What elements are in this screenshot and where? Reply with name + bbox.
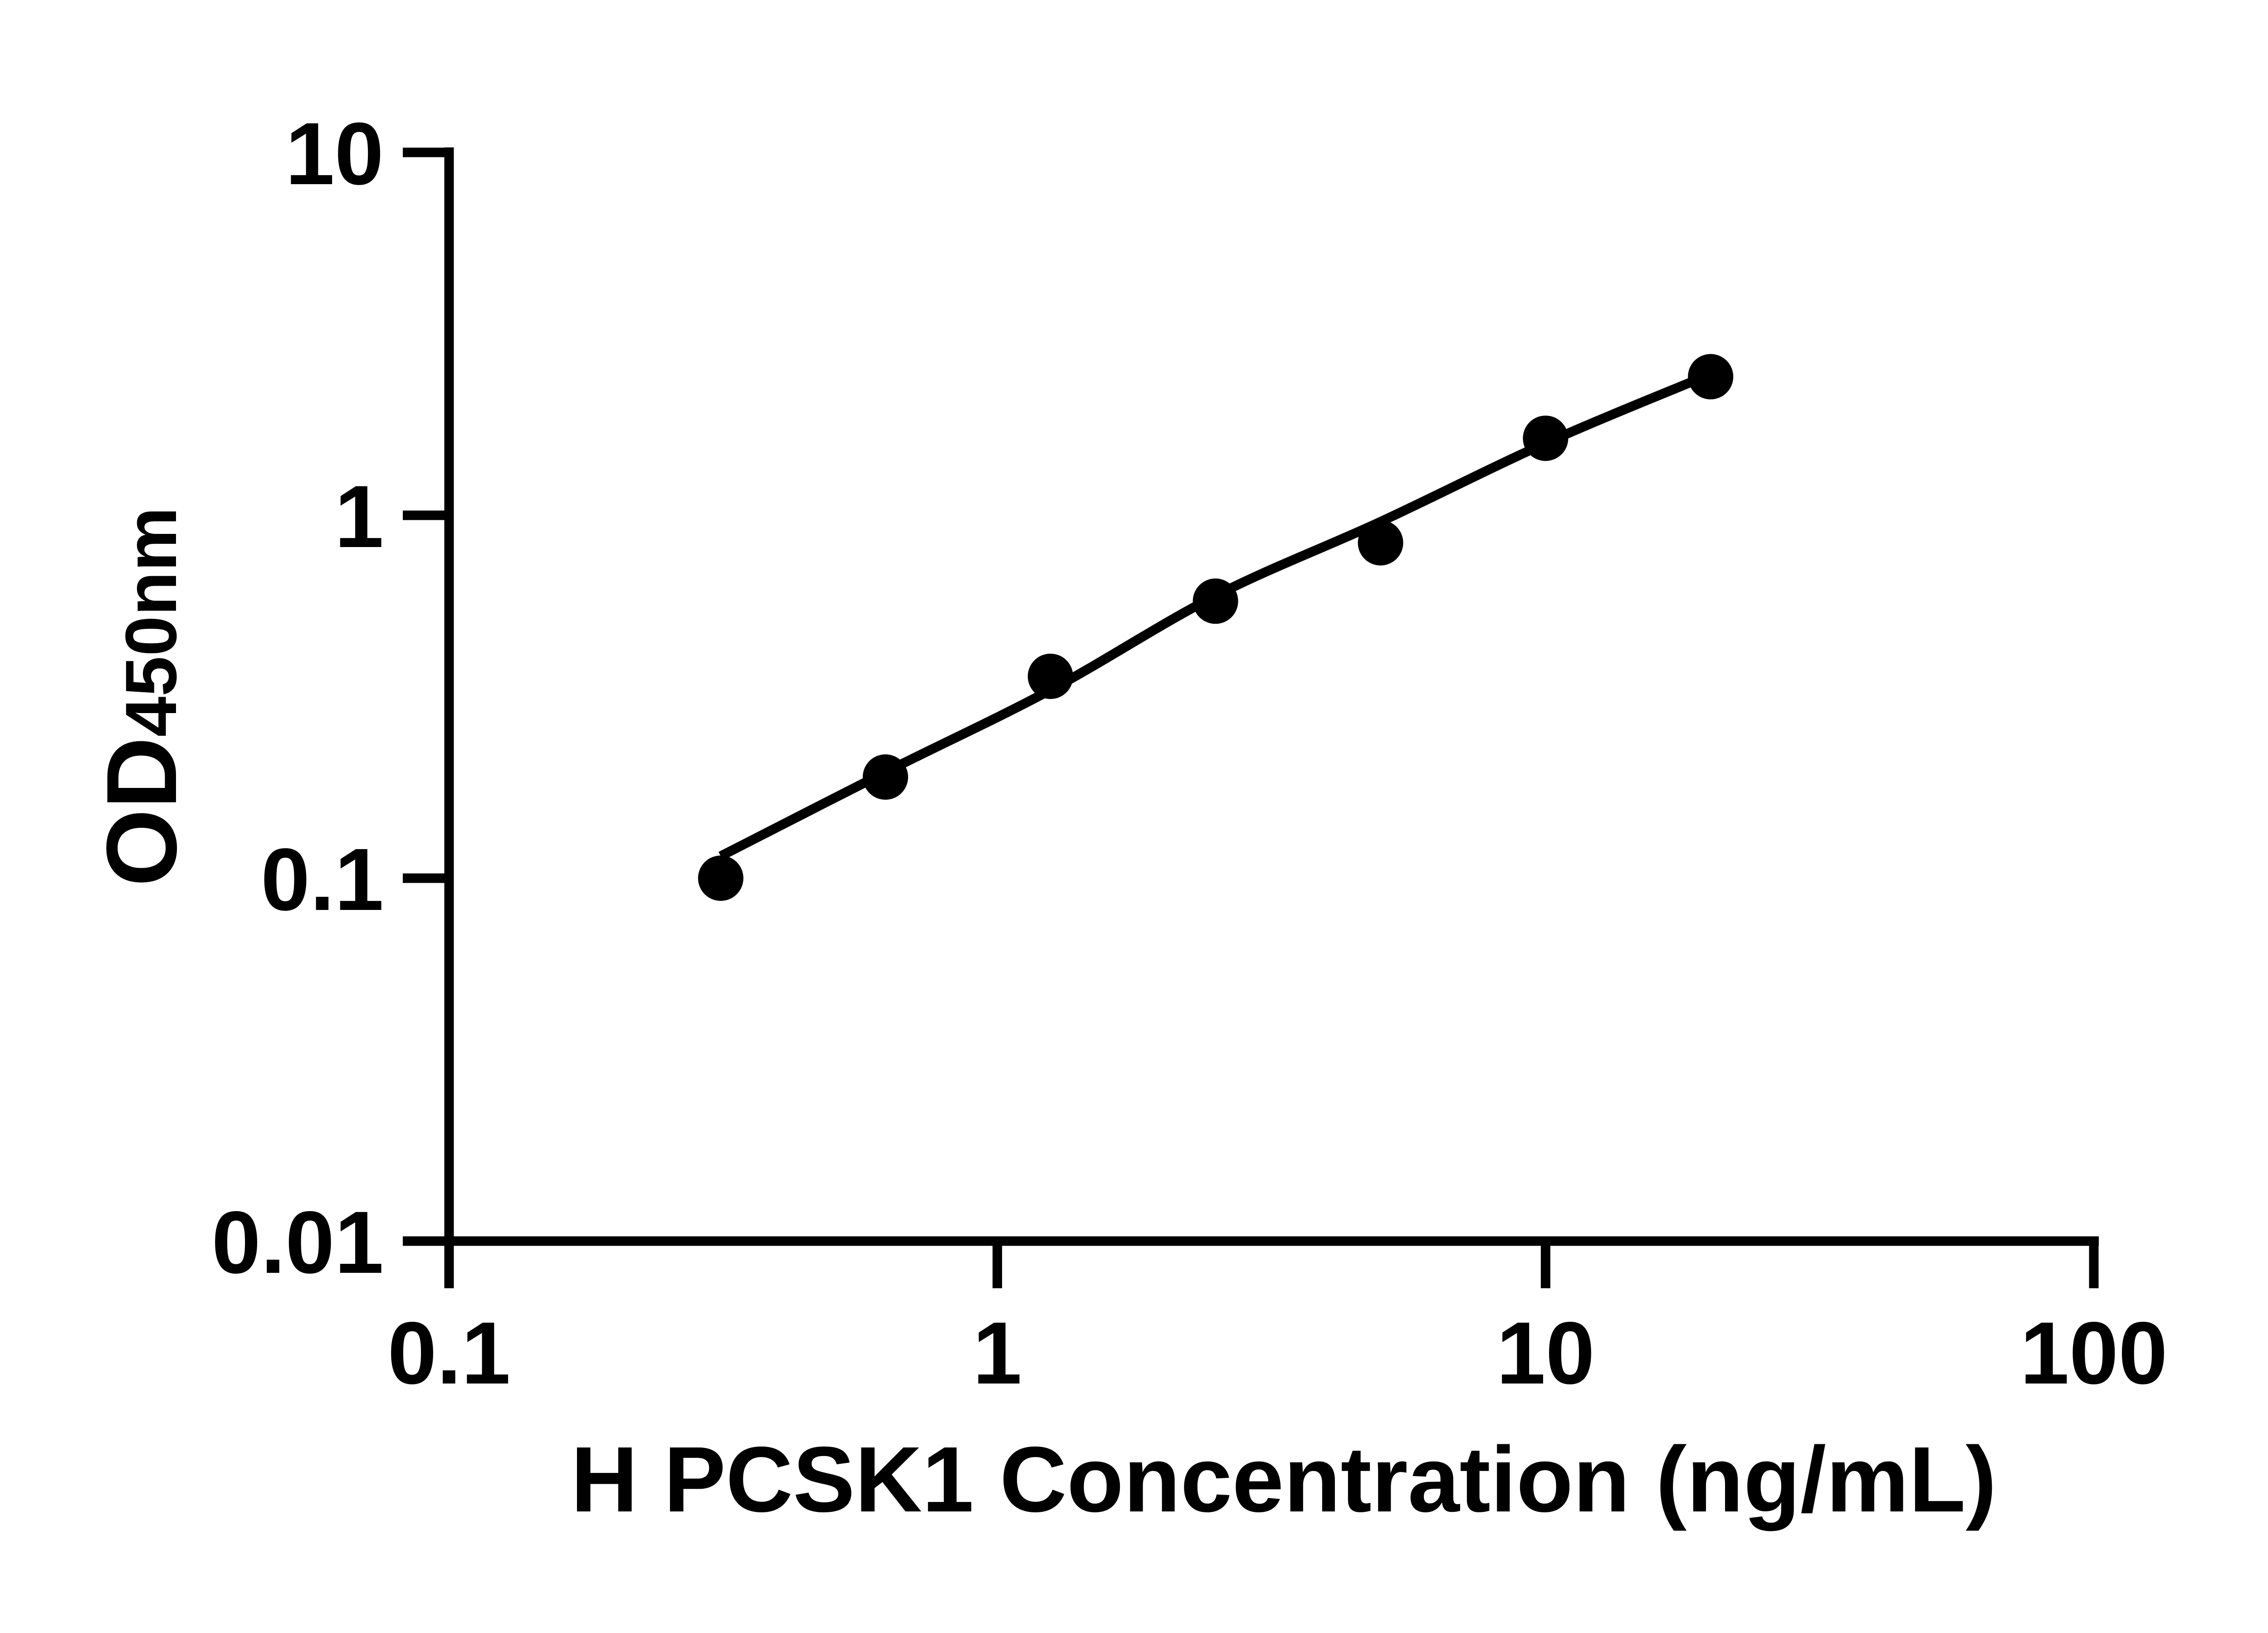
data-point-marker xyxy=(1193,578,1238,624)
y-axis-title: OD450nm xyxy=(86,507,197,887)
x-axis-title: H PCSK1 Concentration (ng/mL) xyxy=(571,1428,1996,1531)
y-tick-label: 0.1 xyxy=(261,830,384,929)
y-tick-label: 0.01 xyxy=(211,1193,384,1292)
data-point-marker xyxy=(698,856,743,901)
y-tick-label: 10 xyxy=(285,104,384,203)
data-point-marker xyxy=(1027,654,1073,699)
x-tick-label: 100 xyxy=(2020,1304,2167,1403)
data-point-marker xyxy=(1523,416,1569,461)
x-tick-label: 10 xyxy=(1496,1304,1595,1403)
data-point-marker xyxy=(1358,520,1403,566)
plot-group xyxy=(698,354,1734,901)
x-tick-label: 0.1 xyxy=(387,1304,510,1403)
axes-group xyxy=(403,147,2099,1288)
y-tick-label: 1 xyxy=(335,467,384,566)
x-tick-label: 1 xyxy=(973,1304,1022,1403)
y-axis-title-main: OD xyxy=(86,737,197,886)
data-point-marker xyxy=(1688,354,1734,400)
y-axis-title-subscript: 450nm xyxy=(110,507,191,737)
data-point-marker xyxy=(863,754,908,800)
